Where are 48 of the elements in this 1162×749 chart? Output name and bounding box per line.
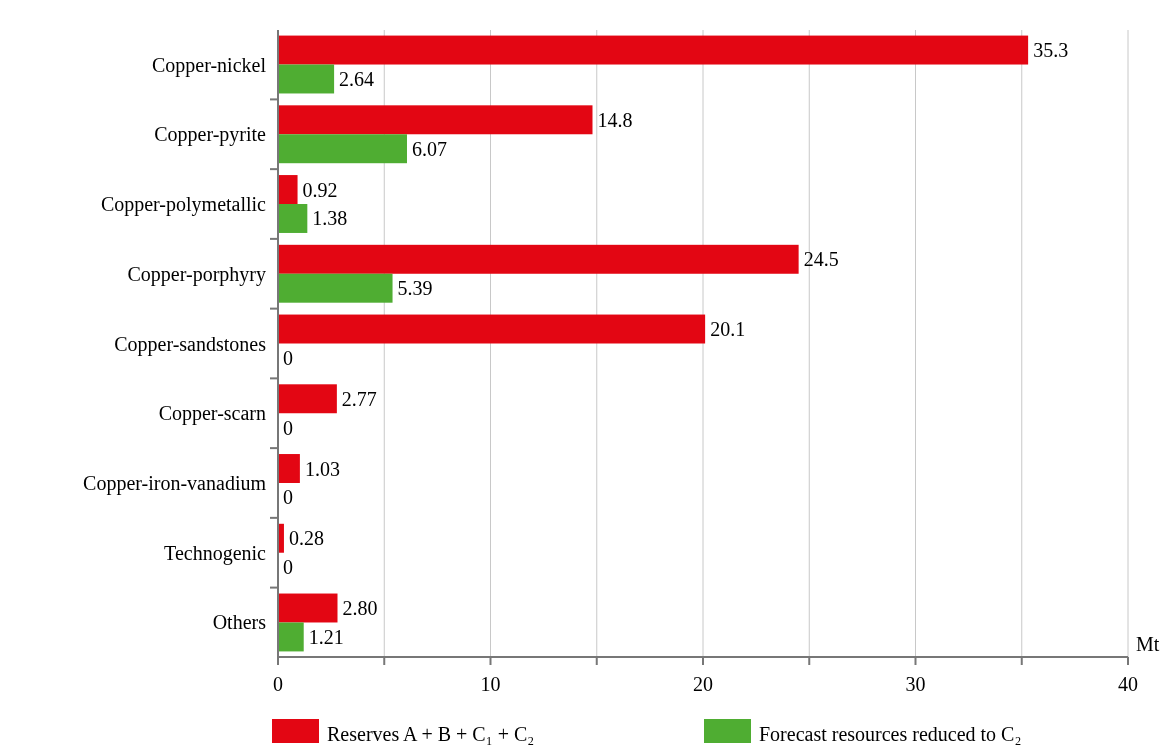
data-label: 2.64 [339,68,375,90]
x-tick-label: 40 [1118,673,1138,695]
data-label: 35.3 [1033,39,1069,62]
x-tick-label: 20 [693,673,713,695]
x-tick-label: 30 [905,673,926,695]
bar [278,454,300,483]
data-label: 1.03 [304,457,340,480]
x-tick-label: 10 [480,673,501,695]
data-label: 0 [283,346,293,369]
data-label: 0 [283,486,293,509]
y-tick-label: Copper-pyrite [154,123,267,147]
y-tick-label: Copper-iron-vanadium [83,471,267,495]
legend-label: Reserves A + B + C₁ + C₂ [327,723,535,745]
data-label: 2.80 [342,597,378,619]
y-tick-label: Copper-sandstones [114,332,267,356]
bar [278,244,799,274]
data-label: 6.07 [411,137,447,160]
bar [278,204,308,233]
data-label: 20.1 [710,318,746,341]
y-tick-label: Copper-porphyry [127,262,266,286]
bar [278,273,393,303]
bar [278,175,298,205]
bar [278,35,1029,65]
data-label: 1.38 [312,207,348,230]
data-label: 2.77 [341,387,377,410]
data-label: 24.5 [803,248,839,271]
y-tick-label: Others [212,611,267,634]
bar [278,622,304,652]
bar [278,314,706,344]
bar [278,105,593,135]
data-label: 5.39 [397,277,433,300]
y-tick-label: Technogenic [164,541,267,565]
data-label: 0.28 [288,527,324,550]
x-axis-title: Mt [1136,633,1160,655]
bar [278,64,335,94]
data-label: 14.8 [597,108,633,131]
y-tick-label: Copper-polymetallic [100,193,267,217]
legend-label: Forecast resources reduced to C₂ [759,723,1022,745]
data-label: 1.21 [308,625,344,648]
data-label: 0 [283,556,293,579]
bar [278,134,407,164]
data-label: 0.92 [302,178,338,201]
bar [278,593,338,623]
x-tick-label: 0 [273,673,283,695]
y-tick-label: Copper-nickel [151,53,267,77]
data-label: 0 [283,416,293,439]
y-tick-label: Copper-scarn [158,402,266,426]
bar [278,384,337,414]
